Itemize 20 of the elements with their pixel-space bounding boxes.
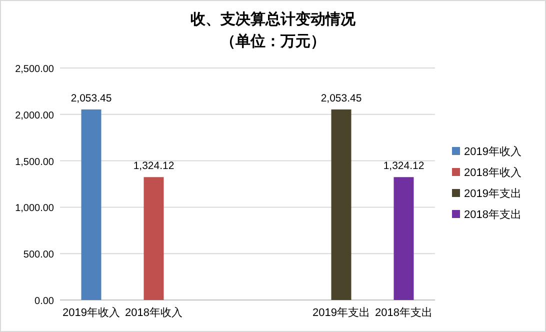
y-tick-label: 500.00 — [23, 250, 54, 261]
data-label: 2,053.45 — [70, 92, 112, 104]
x-tick-label: 2019年收入 — [62, 306, 120, 319]
legend-label: 2018年支出 — [464, 208, 522, 221]
y-tick-label: 1,000.00 — [15, 203, 54, 214]
data-label: 2,053.45 — [320, 92, 362, 104]
chart-subtitle: （单位：万元） — [220, 33, 326, 50]
x-tick-label: 2018年支出 — [375, 306, 432, 319]
y-tick-label: 0.00 — [34, 296, 54, 307]
x-tick-label: 2018年收入 — [125, 306, 182, 319]
chart-title: 收、支决算总计变动情况 — [190, 10, 356, 28]
y-tick-label: 2,500.00 — [15, 64, 54, 75]
y-tick-label: 1,500.00 — [15, 156, 54, 168]
legend-label: 2018年收入 — [464, 166, 522, 179]
data-label: 1,324.12 — [383, 160, 424, 172]
y-tick-label: 2,000.00 — [15, 110, 54, 122]
legend-label: 2019年支出 — [464, 187, 522, 200]
x-tick-label: 2019年支出 — [312, 306, 370, 319]
data-label: 1,324.12 — [133, 160, 174, 172]
legend-label: 2019年收入 — [464, 145, 522, 158]
